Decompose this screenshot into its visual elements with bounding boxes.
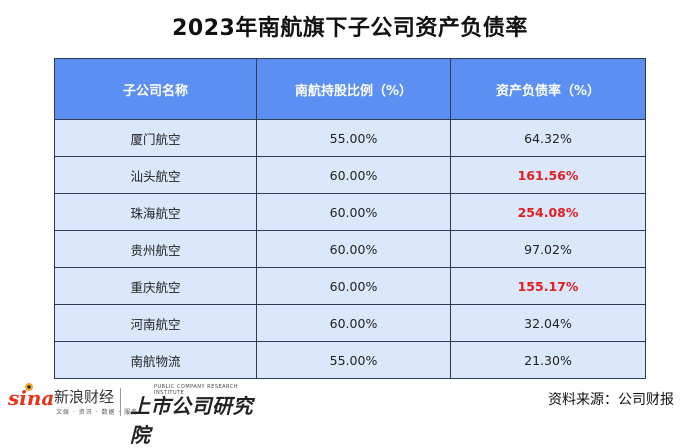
table-row: 南航物流 55.00% 21.30% [54, 341, 646, 379]
data-source: 资料来源：公司财报 [548, 392, 674, 408]
cell-subsidiary-name: 重庆航空 [54, 267, 257, 305]
cell-debt-ratio: 161.56% [450, 156, 646, 194]
cell-share-ratio: 55.00% [256, 119, 451, 157]
cell-debt-ratio: 97.02% [450, 230, 646, 268]
cell-subsidiary-name: 河南航空 [54, 304, 257, 342]
cell-share-ratio: 60.00% [256, 193, 451, 231]
table-row: 厦门航空 55.00% 64.32% [54, 119, 646, 157]
page-title: 2023年南航旗下子公司资产负债率 [172, 16, 528, 41]
footer-logos: sina 新浪财经 文娱 · 资讯 · 数据 · 服务 PUBLIC COMPA… [8, 382, 268, 447]
cell-subsidiary-name: 汕头航空 [54, 156, 257, 194]
cell-debt-ratio: 64.32% [450, 119, 646, 157]
cell-debt-ratio: 155.17% [450, 267, 646, 305]
institute-cn-name: 上市公司研究院 [130, 394, 253, 447]
table-row: 珠海航空 60.00% 254.08% [54, 193, 646, 231]
cell-subsidiary-name: 贵州航空 [54, 230, 257, 268]
header-subsidiary-name: 子公司名称 [54, 58, 257, 120]
cell-share-ratio: 60.00% [256, 156, 451, 194]
sina-finance-name: 新浪财经 [54, 388, 115, 406]
table-row: 贵州航空 60.00% 97.02% [54, 230, 646, 268]
header-debt-ratio: 资产负债率（%） [450, 58, 646, 120]
cell-share-ratio: 60.00% [256, 304, 451, 342]
logo-divider [120, 388, 121, 416]
table-row: 河南航空 60.00% 32.04% [54, 304, 646, 342]
cell-subsidiary-name: 厦门航空 [54, 119, 257, 157]
cell-subsidiary-name: 南航物流 [54, 341, 257, 379]
cell-debt-ratio: 32.04% [450, 304, 646, 342]
table-row: 重庆航空 60.00% 155.17% [54, 267, 646, 305]
cell-share-ratio: 55.00% [256, 341, 451, 379]
table-header-row: 子公司名称 南航持股比例（%） 资产负债率（%） [54, 58, 646, 120]
institute-en-name: PUBLIC COMPANY RESEARCH INSTITUTE [154, 384, 239, 396]
sina-eye-icon [25, 383, 33, 391]
table-row: 汕头航空 60.00% 161.56% [54, 156, 646, 194]
cell-debt-ratio: 21.30% [450, 341, 646, 379]
header-share-ratio: 南航持股比例（%） [256, 58, 451, 120]
cell-subsidiary-name: 珠海航空 [54, 193, 257, 231]
subsidiary-table: 子公司名称 南航持股比例（%） 资产负债率（%） 厦门航空 55.00% 64.32… [54, 58, 646, 379]
cell-share-ratio: 60.00% [256, 267, 451, 305]
sina-tags: 文娱 · 资讯 · 数据 · 服务 [56, 409, 139, 416]
cell-debt-ratio: 254.08% [450, 193, 646, 231]
cell-share-ratio: 60.00% [256, 230, 451, 268]
